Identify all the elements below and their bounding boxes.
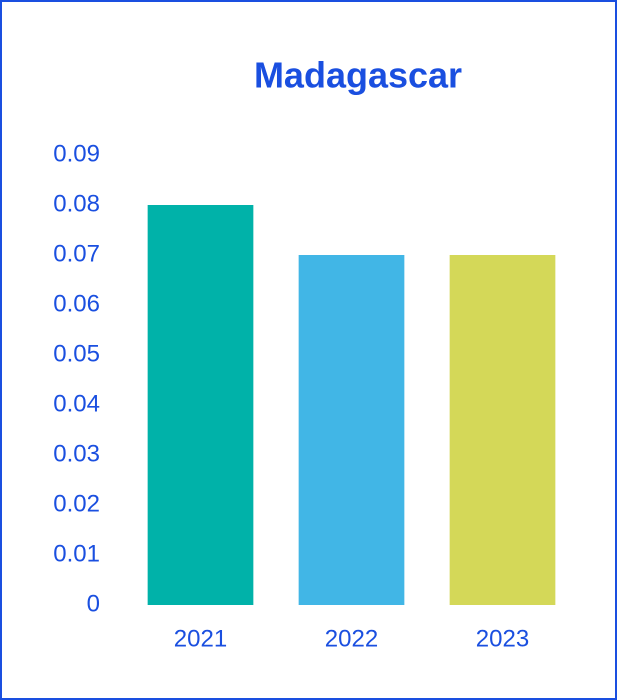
y-tick-label: 0.06 xyxy=(53,290,100,317)
x-tick-label: 2022 xyxy=(325,625,378,652)
y-tick-label: 0.09 xyxy=(53,140,100,167)
y-tick-label: 0.04 xyxy=(53,390,100,417)
y-tick-label: 0 xyxy=(87,590,100,617)
y-tick-label: 0.08 xyxy=(53,190,100,217)
y-tick-label: 0.03 xyxy=(53,440,100,467)
y-tick-label: 0.02 xyxy=(53,490,100,517)
bar xyxy=(298,255,405,605)
x-tick-label: 2023 xyxy=(476,625,529,652)
y-tick-label: 0.05 xyxy=(53,340,100,367)
x-tick-label: 2021 xyxy=(174,625,227,652)
y-tick-label: 0.07 xyxy=(53,240,100,267)
bar xyxy=(449,255,556,605)
bar xyxy=(147,205,254,605)
chart-title: Madagascar xyxy=(254,55,462,96)
y-tick-label: 0.01 xyxy=(53,540,100,567)
